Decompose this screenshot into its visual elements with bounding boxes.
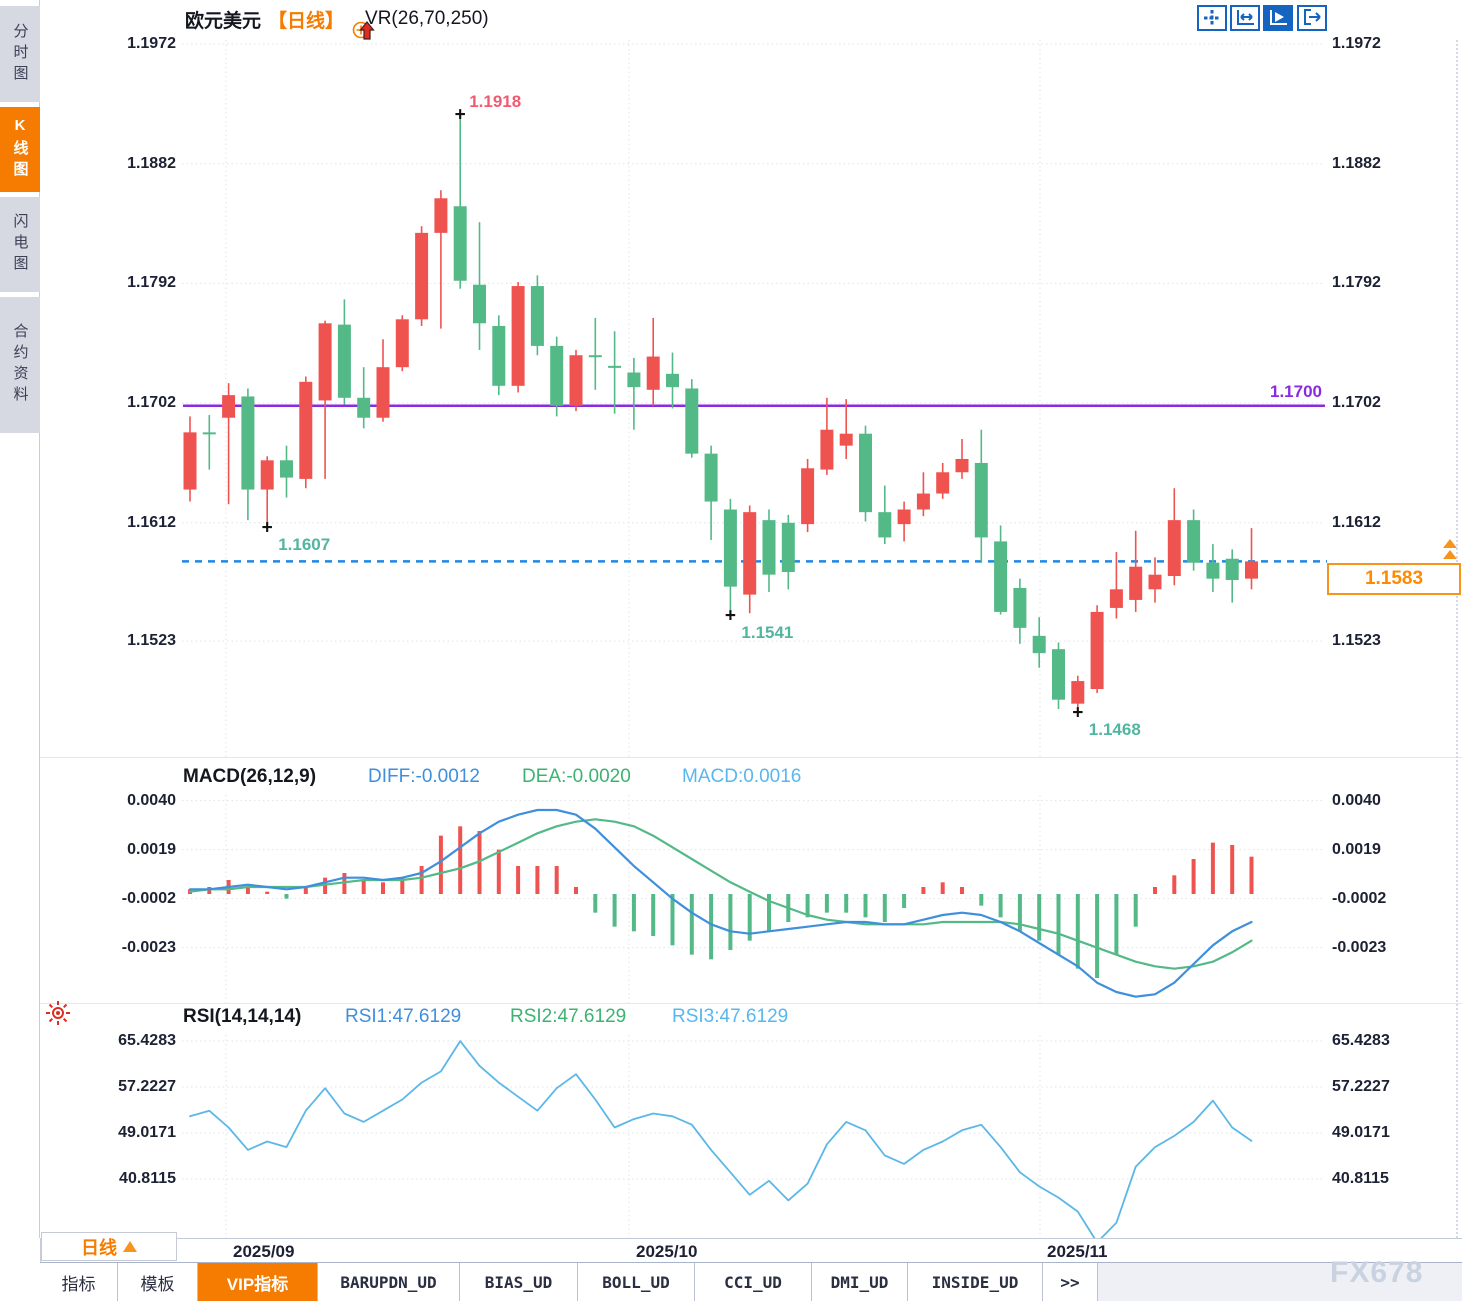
period-selector[interactable]: 日线 — [41, 1232, 177, 1261]
rsi2-value: RSI2:47.6129 — [510, 1006, 627, 1027]
sidebar-item-1[interactable]: K线图 — [0, 107, 40, 192]
play-axis-icon[interactable] — [1263, 5, 1293, 31]
axis-label: 1.1702 — [1332, 394, 1381, 412]
month-label: 2025/10 — [636, 1242, 698, 1261]
axis-label: -0.0002 — [121, 889, 176, 907]
rsi1-value: RSI1:47.6129 — [345, 1006, 462, 1027]
axis-label: 1.1612 — [1332, 513, 1381, 531]
right-edge-guide — [1456, 40, 1458, 1238]
indicator-tab-3[interactable]: BARUPDN_UD — [318, 1263, 460, 1301]
panel-separator — [40, 757, 1462, 758]
axis-label: 65.4283 — [1332, 1031, 1390, 1049]
axis-label: -0.0002 — [1332, 889, 1387, 907]
jump-to-latest-icon[interactable] — [1297, 5, 1327, 31]
indicator-tab-9[interactable]: >> — [1043, 1263, 1098, 1301]
rsi-plot — [182, 1035, 1325, 1244]
month-label: 2025/09 — [233, 1242, 295, 1261]
macd-dea-value: DEA:-0.0020 — [522, 766, 631, 787]
axis-label: 1.1702 — [127, 394, 176, 412]
vr-indicator-label: VR(26,70,250) — [365, 8, 489, 29]
indicator-tab-7[interactable]: DMI_UD — [812, 1263, 908, 1301]
price-annotation: 1.1918 — [469, 91, 522, 111]
axis-label: -0.0023 — [121, 938, 176, 956]
price-annotation: + — [261, 518, 273, 540]
axis-label: 0.0019 — [1332, 840, 1381, 858]
indicator-tab-6[interactable]: CCI_UD — [695, 1263, 812, 1301]
price-annotation: + — [1072, 703, 1084, 725]
sidebar-item-0[interactable]: 分时图 — [0, 6, 40, 102]
axis-label: 0.0019 — [127, 840, 176, 858]
scale-x-axis-icon[interactable] — [1230, 5, 1260, 31]
candlestick-plot — [182, 40, 1327, 758]
rsi-title: RSI(14,14,14) — [183, 1006, 302, 1027]
indicator-tab-4[interactable]: BIAS_UD — [460, 1263, 578, 1301]
axis-label: 65.4283 — [118, 1031, 176, 1049]
axis-label: 0.0040 — [127, 791, 176, 809]
sidebar-item-3[interactable]: 合约资料 — [0, 297, 40, 433]
axis-label: -0.0023 — [1332, 938, 1387, 956]
period-label: 日线 — [81, 1237, 117, 1258]
axis-label: 1.1972 — [1332, 35, 1381, 52]
x-axis-strip: 2025/09 2025/10 2025/11 — [40, 1238, 1462, 1263]
axis-label: 49.0171 — [1332, 1124, 1390, 1141]
axis-label: 40.8115 — [1332, 1170, 1389, 1187]
indicator-tab-5[interactable]: BOLL_UD — [578, 1263, 695, 1301]
last-price-box: 1.1583 — [1327, 563, 1461, 596]
price-annotation: 1.1468 — [1088, 720, 1141, 740]
price-annotation: 1.1541 — [741, 623, 794, 643]
period-tag: 【日线】 — [268, 10, 345, 32]
sidebar-item-2[interactable]: 闪电图 — [0, 197, 40, 292]
axis-label: 1.1792 — [1332, 274, 1381, 292]
triangle-up-icon — [123, 1241, 137, 1252]
macd-value: MACD:0.0016 — [682, 766, 802, 787]
macd-diff-value: DIFF:-0.0012 — [368, 766, 480, 787]
bottom-left-corner — [0, 1238, 41, 1300]
macd-title: MACD(26,12,9) — [183, 766, 317, 787]
hline-price-label: 1.1700 — [1270, 381, 1322, 401]
axis-label: 1.1882 — [127, 154, 176, 172]
axis-label: 1.1523 — [1332, 632, 1381, 650]
sidebar: 分时图 K线图闪电图合约资料 — [0, 0, 40, 1300]
axis-label: 1.1792 — [127, 274, 176, 292]
indicator-tabbar: 指标 模板 VIP指标 BARUPDN_UD BIAS_UD BOLL_UD CCI_UD D… — [40, 1262, 1462, 1301]
price-annotation: 1.1607 — [278, 535, 331, 555]
indicator-tab-0[interactable]: 指标 — [40, 1263, 118, 1301]
symbol-name: 欧元美元 — [185, 10, 262, 32]
axis-label: 57.2227 — [1332, 1077, 1390, 1095]
axis-label: 49.0171 — [118, 1124, 176, 1141]
rsi3-value: RSI3:47.6129 — [672, 1006, 789, 1027]
axis-label: 0.0040 — [1332, 791, 1381, 809]
macd-plot — [182, 795, 1325, 1004]
indicator-tab-1[interactable]: 模板 — [118, 1263, 198, 1301]
watermark: FX678 — [1330, 1256, 1424, 1289]
axis-label: 1.1972 — [127, 35, 176, 52]
axis-label: 40.8115 — [119, 1170, 176, 1187]
month-label: 2025/11 — [1047, 1242, 1108, 1261]
panel-separator — [40, 1003, 1462, 1004]
price-annotation: + — [454, 104, 466, 126]
axis-label: 1.1612 — [127, 513, 176, 531]
axis-label: 57.2227 — [118, 1077, 176, 1095]
axis-label: 1.1882 — [1332, 154, 1381, 172]
indicator-tab-8[interactable]: INSIDE_UD — [908, 1263, 1043, 1301]
price-annotation: + — [724, 605, 736, 627]
indicator-tab-2[interactable]: VIP指标 — [198, 1263, 318, 1301]
chart-titlebar: 欧元美元 【日线】 VR(26,70,250) — [185, 5, 489, 40]
axis-label: 1.1523 — [127, 632, 176, 650]
move-crosshair-icon[interactable] — [1197, 5, 1227, 31]
